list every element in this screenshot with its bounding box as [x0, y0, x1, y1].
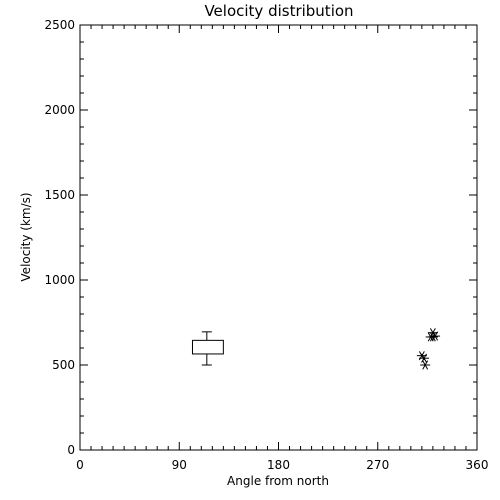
y-tick-label: 2500: [44, 18, 75, 32]
y-axis-label: Velocity (km/s): [19, 192, 33, 281]
asterisk-stroke: [432, 331, 439, 341]
x-tick-label: 360: [466, 458, 489, 472]
chart-title: Velocity distribution: [204, 2, 353, 20]
data-point-asterisk: [420, 360, 431, 370]
plot-frame: [79, 24, 478, 451]
data-point-asterisk: [430, 331, 441, 341]
x-tick-label: 90: [172, 458, 187, 472]
asterisk-stroke: [429, 332, 436, 342]
x-tick-label: 270: [366, 458, 389, 472]
asterisk-stroke: [422, 360, 429, 370]
box-body: [191, 339, 224, 355]
x-axis-label: Angle from north: [227, 474, 329, 488]
y-tick-label: 1500: [44, 188, 75, 202]
x-tick-label: 180: [267, 458, 290, 472]
y-tick-label: 1000: [44, 273, 75, 287]
x-tick-label: 0: [76, 458, 84, 472]
data-point-asterisk: [427, 332, 438, 342]
y-tick-label: 0: [67, 443, 75, 457]
y-tick-label: 500: [52, 358, 75, 372]
y-tick-label: 2000: [44, 103, 75, 117]
